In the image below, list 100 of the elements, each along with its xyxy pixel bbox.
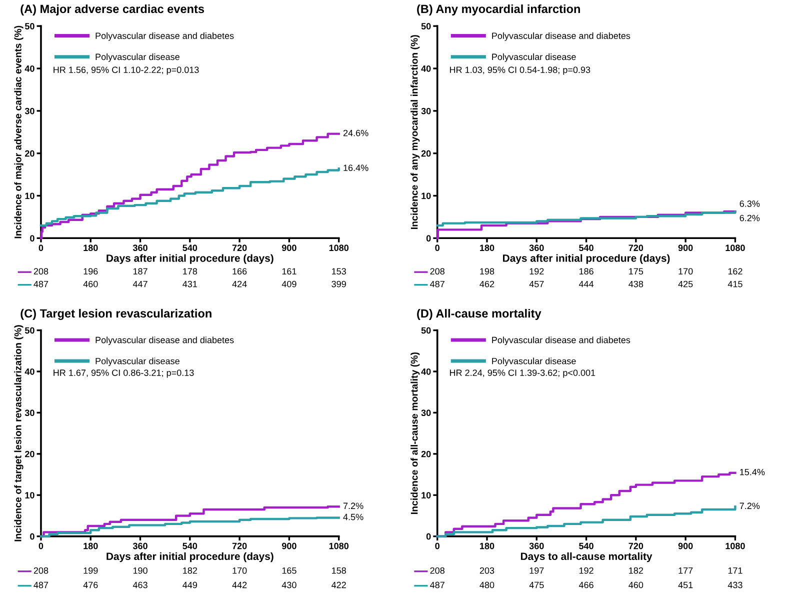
x-tick-label: 540 [182, 542, 198, 550]
y-tick-label: 20 [25, 150, 34, 157]
x-tick-label: 180 [84, 244, 98, 252]
text: 175 [629, 268, 644, 275]
y-tick-label: 20 [25, 450, 34, 458]
chart-title: (D) All-cause mortality [417, 308, 542, 320]
text: 178 [183, 268, 198, 275]
data-label: 16.4% [344, 164, 368, 172]
y-tick-label: 30 [421, 410, 431, 416]
text: 171 [728, 567, 742, 574]
text: 487 [430, 280, 444, 288]
y-tick-label: 40 [421, 65, 431, 72]
text: 187 [133, 268, 148, 275]
data-label: 6.2% [740, 214, 760, 222]
y-axis-title: Incidence of target lesion revascularization (%) [14, 325, 24, 542]
legend-label: Polyvascular disease and diabetes [492, 336, 630, 346]
y-tick-label: 50 [421, 327, 431, 334]
x-tick-label: 720 [232, 542, 247, 550]
x-tick-label: 900 [678, 542, 693, 550]
legend-label: Polyvascular disease [492, 358, 576, 366]
data-label: 7.2% [343, 502, 364, 510]
text: 460 [83, 280, 98, 288]
x-tick-label: 900 [282, 244, 296, 252]
x-tick-label: 0 [38, 542, 44, 550]
data-label: 6.3% [740, 200, 760, 207]
text: 186 [579, 268, 594, 275]
text: 166 [232, 268, 247, 275]
text: 153 [332, 268, 346, 275]
x-tick-label: 720 [232, 244, 247, 252]
text: 449 [182, 582, 198, 588]
y-tick-label: 30 [421, 108, 431, 114]
y-tick-label: 0 [30, 533, 34, 540]
text: 433 [728, 582, 742, 588]
y-tick-label: 0 [426, 533, 431, 540]
data-label: 24.6% [343, 130, 368, 136]
x-tick-label: 540 [579, 244, 594, 252]
annotation: HR 1.03, 95% CI 0.54-1.98; p=0.93 [450, 66, 590, 75]
x-tick-label: 1080 [726, 542, 745, 550]
x-tick-label: 900 [678, 244, 693, 252]
text: 165 [282, 567, 296, 574]
y-axis-title: Incidence of any myocardial infarction (%) [410, 35, 420, 229]
text: 462 [480, 280, 494, 288]
data-label: 7.2% [740, 502, 760, 510]
x-tick-label: 540 [182, 244, 198, 252]
y-tick-label: 30 [24, 108, 34, 114]
text: 422 [332, 582, 346, 588]
y-tick-label: 0 [426, 235, 431, 242]
chart-title: (C) Target lesion revascularization [20, 308, 212, 320]
text: 196 [84, 268, 98, 275]
y-tick-label: 40 [421, 368, 431, 375]
text: 415 [728, 280, 742, 288]
y-tick-label: 0 [30, 235, 34, 242]
text: 170 [678, 268, 693, 275]
text: 208 [34, 268, 48, 275]
chart-title: (B) Any myocardial infarction [417, 4, 580, 16]
text: 190 [133, 567, 148, 574]
x-tick-label: 0 [435, 542, 440, 550]
text: 197 [530, 567, 544, 574]
x-axis-title: Days after initial procedure (days) [106, 254, 274, 264]
text: 170 [232, 567, 247, 574]
legend-label: Polyvascular disease and diabetes [96, 32, 234, 41]
x-tick-label: 1080 [726, 244, 745, 252]
text: 447 [132, 280, 148, 288]
y-tick-label: 50 [24, 23, 34, 30]
text: 463 [132, 582, 148, 588]
x-tick-label: 1080 [329, 244, 349, 252]
text: 487 [34, 280, 48, 288]
text: 208 [430, 268, 444, 275]
legend-label: Polyvascular disease and diabetes [492, 32, 630, 41]
text: 161 [282, 268, 296, 275]
data-label: 4.5% [343, 514, 364, 520]
legend-label: Polyvascular disease and diabetes [96, 336, 234, 346]
legend-label: Polyvascular disease [492, 53, 576, 62]
text: 182 [629, 567, 643, 574]
x-tick-label: 180 [84, 542, 98, 550]
x-tick-label: 1080 [329, 542, 349, 550]
x-tick-label: 0 [38, 244, 44, 252]
text: 198 [480, 268, 494, 275]
text: 430 [282, 582, 296, 588]
y-tick-label: 20 [421, 450, 431, 458]
x-axis-title: Days to all-cause mortality [520, 552, 652, 562]
y-tick-label: 40 [24, 65, 34, 72]
x-axis-title: Days after initial procedure (days) [503, 254, 670, 264]
legend-label: Polyvascular disease [96, 53, 180, 62]
data-label: 15.4% [740, 468, 765, 476]
x-tick-label: 900 [282, 542, 296, 550]
text: 460 [628, 582, 644, 588]
text: 192 [530, 268, 544, 275]
text: 409 [282, 280, 296, 288]
text: 208 [430, 567, 444, 574]
x-tick-label: 360 [132, 542, 148, 550]
x-tick-label: 0 [435, 244, 440, 252]
y-tick-label: 40 [24, 368, 34, 375]
text: 487 [34, 582, 48, 588]
y-tick-label: 10 [25, 192, 34, 200]
text: 162 [728, 268, 742, 275]
text: 425 [678, 280, 693, 288]
text: 177 [678, 567, 693, 574]
y-axis-title: Incidence of major adverse cardiac events (%) [14, 26, 24, 238]
y-tick-label: 10 [25, 492, 34, 498]
